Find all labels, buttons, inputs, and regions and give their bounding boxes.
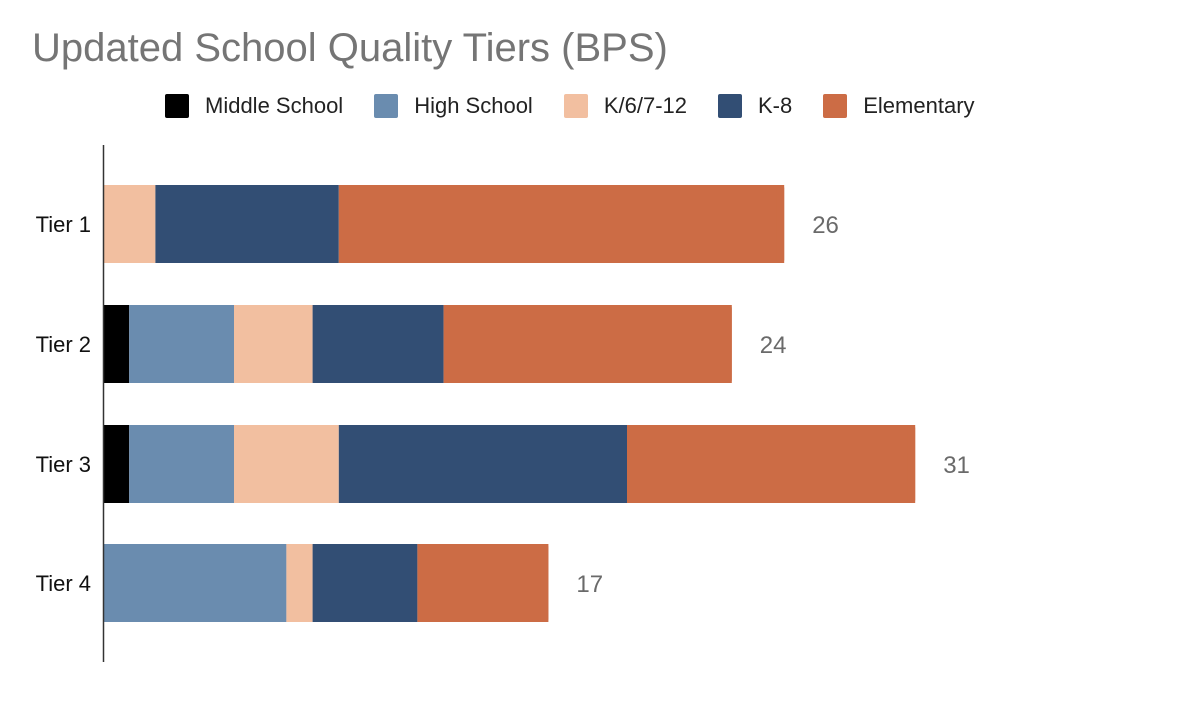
- bar-segment-tier-2-high-school[interactable]: [129, 305, 234, 383]
- bar-segment-tier-2-k-8[interactable]: [312, 305, 444, 383]
- bar-segment-tier-1-elementary[interactable]: [338, 185, 785, 263]
- legend-swatch-high-school: [374, 94, 399, 118]
- legend: Middle School High School K/6/7-12 K-8 E…: [165, 93, 1006, 119]
- category-label-tier-3: Tier 3: [36, 452, 91, 477]
- bar-segment-tier-4-k-8[interactable]: [312, 544, 418, 622]
- legend-item-elementary[interactable]: Elementary: [823, 93, 975, 119]
- category-label-tier-4: Tier 4: [36, 571, 91, 596]
- bar-segment-tier-3-middle-school[interactable]: [103, 425, 130, 503]
- category-label-tier-2: Tier 2: [36, 332, 91, 357]
- bar-segment-tier-3-k-8[interactable]: [338, 425, 627, 503]
- bar-end-cap-tier-2: [723, 305, 732, 383]
- bar-segment-tier-4-elementary[interactable]: [417, 544, 549, 622]
- legend-swatch-elementary: [823, 94, 848, 118]
- bar-segment-tier-3-k-6-7-12[interactable]: [234, 425, 339, 503]
- bar-segment-tier-3-elementary[interactable]: [627, 425, 916, 503]
- chart-title: Updated School Quality Tiers (BPS): [32, 26, 668, 70]
- bar-end-cap-tier-3: [907, 425, 916, 503]
- total-label-tier-3: 31: [943, 452, 970, 479]
- legend-label-k-6-7-12: K/6/7-12: [603, 93, 687, 118]
- bar-segment-tier-1-k-6-7-12[interactable]: [103, 185, 156, 263]
- bar-segment-tier-2-elementary[interactable]: [443, 305, 732, 383]
- bar-end-cap-tier-4: [540, 544, 549, 622]
- legend-label-high-school: High School: [414, 93, 533, 118]
- total-label-tier-4: 17: [576, 571, 603, 598]
- legend-swatch-k-8: [718, 94, 742, 118]
- legend-item-middle-school[interactable]: Middle School: [165, 93, 343, 119]
- bar-segment-tier-4-high-school[interactable]: [103, 544, 287, 622]
- legend-item-k-8[interactable]: K-8: [718, 93, 792, 119]
- legend-label-elementary: Elementary: [863, 93, 975, 118]
- legend-label-middle-school: Middle School: [205, 93, 344, 118]
- bar-segment-tier-1-k-8[interactable]: [155, 185, 339, 263]
- legend-swatch-middle-school: [165, 94, 189, 118]
- legend-swatch-k-6-7-12: [563, 94, 588, 118]
- bar-segment-tier-2-k-6-7-12[interactable]: [234, 305, 313, 383]
- legend-item-high-school[interactable]: High School: [374, 93, 533, 119]
- total-label-tier-2: 24: [760, 332, 787, 359]
- bar-segment-tier-2-middle-school[interactable]: [103, 305, 130, 383]
- legend-label-k-8: K-8: [758, 93, 793, 118]
- legend-item-k-6-7-12[interactable]: K/6/7-12: [563, 93, 687, 119]
- bar-segment-tier-4-k-6-7-12[interactable]: [286, 544, 313, 622]
- bar-segment-tier-3-high-school[interactable]: [129, 425, 234, 503]
- bar-end-cap-tier-1: [776, 185, 785, 263]
- category-label-tier-1: Tier 1: [36, 212, 91, 237]
- total-label-tier-1: 26: [812, 212, 839, 239]
